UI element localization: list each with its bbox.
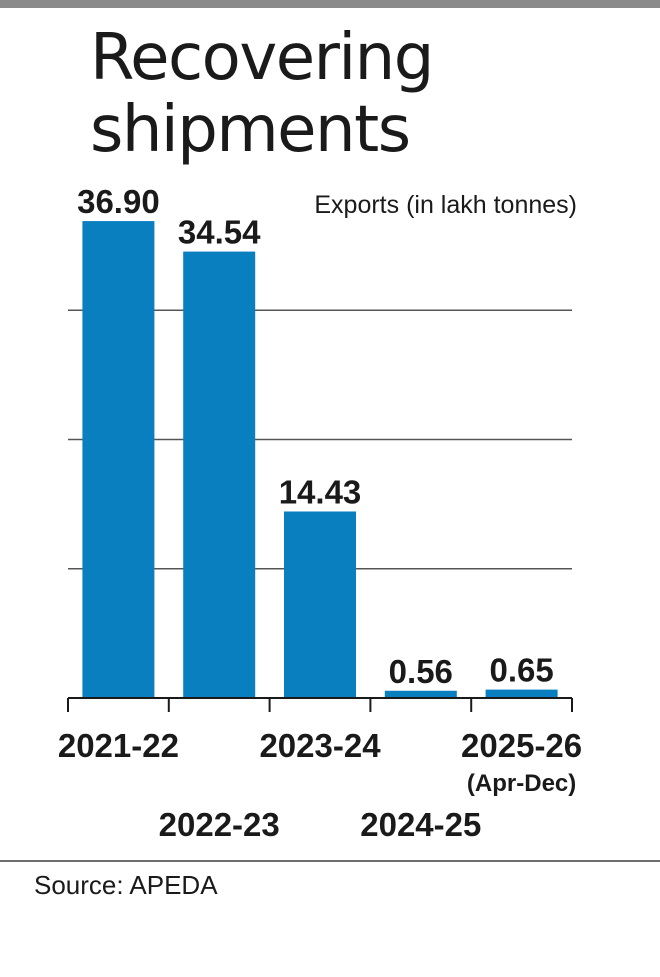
bar-2025-26 bbox=[485, 689, 558, 698]
category-label-2023-24: 2023-24 bbox=[259, 727, 381, 764]
unit-label: Exports (in lakh tonnes) bbox=[314, 191, 577, 219]
bars bbox=[82, 221, 558, 698]
bar-2023-24 bbox=[284, 511, 356, 698]
category-note-2025-26: (Apr-Dec) bbox=[467, 770, 576, 797]
bar-2024-25 bbox=[384, 690, 457, 698]
source-note: Source: APEDA bbox=[34, 870, 218, 900]
value-label-2024-25: 0.56 bbox=[389, 653, 453, 690]
value-label-2021-22: 36.90 bbox=[77, 183, 160, 220]
category-label-2024-25: 2024-25 bbox=[360, 806, 481, 843]
category-label-2021-22: 2021-22 bbox=[58, 727, 179, 764]
title-line-1: Recovering bbox=[90, 21, 434, 95]
value-labels: 36.90 34.54 14.43 0.56 0.65 bbox=[77, 183, 554, 690]
value-label-2025-26: 0.65 bbox=[489, 652, 553, 689]
x-axis-ticks bbox=[67, 698, 573, 712]
value-label-2022-23: 34.54 bbox=[178, 214, 261, 251]
title-line-2: shipments bbox=[90, 93, 411, 167]
category-label-2025-26: 2025-26 bbox=[461, 727, 582, 764]
category-labels: 2021-22 2022-23 2023-24 2024-25 2025-26 (Apr-… bbox=[58, 727, 582, 843]
chart-title: Recovering shipments bbox=[90, 21, 434, 167]
category-label-2022-23: 2022-23 bbox=[159, 806, 280, 843]
top-rule bbox=[0, 0, 660, 8]
value-label-2023-24: 14.43 bbox=[279, 473, 362, 510]
bar-2021-22 bbox=[82, 221, 155, 698]
bottom-rule bbox=[0, 860, 660, 862]
bar-2022-23 bbox=[183, 251, 256, 698]
